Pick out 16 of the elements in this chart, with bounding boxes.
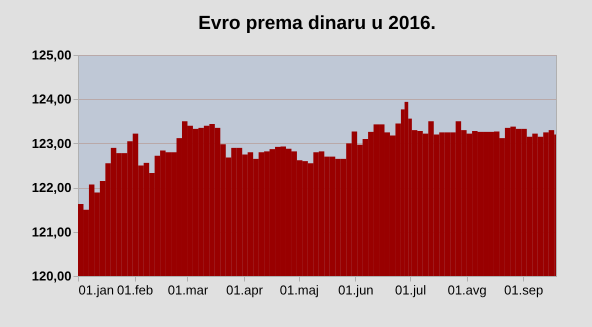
y-tick-label: 124,00 [32, 92, 72, 107]
y-tick-label: 120,00 [32, 268, 72, 284]
x-tick-label: 01.mar [168, 282, 209, 298]
x-tick-label: 01.avg [448, 282, 487, 298]
chart-title: Evro prema dinaru u 2016. [198, 13, 436, 34]
y-tick-label: 123,00 [32, 136, 72, 151]
x-tick-label: 01.apr [226, 282, 264, 298]
x-tick-label: 01.jan [78, 282, 114, 298]
x-tick-label: 01.jun [338, 282, 374, 298]
y-tick-label: 122,00 [32, 180, 72, 196]
x-tick-label: 01.maj [280, 282, 319, 298]
y-tick-label: 125,00 [32, 48, 72, 62]
x-tick-label: 01.feb [116, 282, 154, 298]
x-tick-label: 01.sep [504, 282, 544, 298]
y-tick-label: 121,00 [32, 224, 72, 240]
x-tick-label: 01.jul [395, 282, 426, 298]
